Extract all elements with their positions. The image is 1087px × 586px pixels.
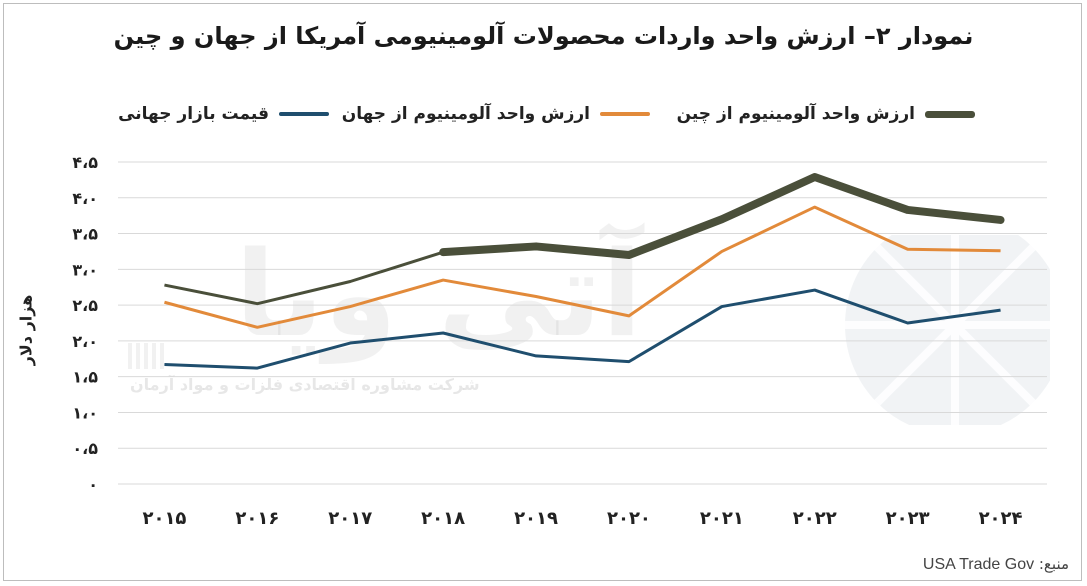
- y-tick-label: ۱،۰: [72, 403, 98, 422]
- series-line-from-china: [439, 173, 1005, 260]
- legend-item-world-price: قیمت بازار جهانی: [118, 100, 329, 128]
- y-tick-label: ۳،۰: [72, 260, 98, 279]
- y-tick-label: ۲،۵: [72, 296, 98, 315]
- y-tick-label: ۰: [88, 475, 98, 494]
- gridlines: [118, 161, 1047, 485]
- source-note: منبع: USA Trade Gov: [923, 555, 1069, 574]
- legend-item-from-china: ارزش واحد آلومینیوم از چین: [677, 100, 975, 128]
- series-line-world-price: [164, 288, 1001, 370]
- legend-swatch-world-price: [279, 112, 329, 116]
- legend-label-from-china: ارزش واحد آلومینیوم از چین: [676, 104, 915, 124]
- x-tick-label: ۲۰۲۰: [607, 508, 651, 529]
- series-line-from-china-early: [164, 250, 444, 306]
- y-tick-label: ۳،۵: [72, 225, 98, 244]
- x-tick-label: ۲۰۲۲: [793, 508, 837, 529]
- legend-swatch-from-world: [600, 112, 650, 116]
- x-axis-ticks: ۲۰۱۵ ۲۰۱۶ ۲۰۱۷ ۲۰۱۸ ۲۰۱۹ ۲۰۲۰ ۲۰۲۱ ۲۰۲۲ ۲۰۲۳ ۲۰۲۴: [142, 508, 1022, 529]
- x-tick-label: ۲۰۲۴: [979, 508, 1023, 529]
- series-line-from-world: [164, 205, 1001, 329]
- y-tick-label: ۴،۰: [72, 189, 98, 208]
- x-tick-label: ۲۰۱۸: [421, 508, 465, 529]
- legend-label-world-price: قیمت بازار جهانی: [118, 104, 269, 124]
- y-tick-label: ۰،۵: [72, 439, 98, 458]
- legend-item-from-world: ارزش واحد آلومینیوم از جهان: [342, 100, 650, 128]
- x-tick-label: ۲۰۱۷: [328, 508, 372, 529]
- y-tick-label: ۲،۰: [72, 332, 98, 351]
- x-tick-label: ۲۰۱۶: [235, 508, 279, 529]
- y-axis-ticks: ۰ ۰،۵ ۱،۰ ۱،۵ ۲،۰ ۲،۵ ۳،۰ ۳،۵ ۴،۰ ۴،۵: [72, 153, 98, 494]
- x-tick-label: ۲۰۲۱: [700, 508, 744, 529]
- x-tick-label: ۲۰۱۵: [142, 508, 186, 529]
- source-label: منبع:: [1038, 555, 1069, 573]
- series-lines: [164, 173, 1005, 370]
- chart-title: نمودار ۲– ارزش واحد واردات محصولات آلومی…: [113, 22, 974, 50]
- source-value: USA Trade Gov: [922, 556, 1035, 573]
- x-tick-label: ۲۰۲۳: [886, 508, 930, 529]
- legend-swatch-from-china: [925, 110, 975, 118]
- legend-label-from-world: ارزش واحد آلومینیوم از جهان: [341, 104, 590, 124]
- x-tick-label: ۲۰۱۹: [514, 508, 558, 529]
- y-tick-label: ۴،۵: [72, 153, 98, 172]
- y-tick-label: ۱،۵: [72, 368, 98, 387]
- y-axis-label: هزار دلار: [16, 294, 36, 366]
